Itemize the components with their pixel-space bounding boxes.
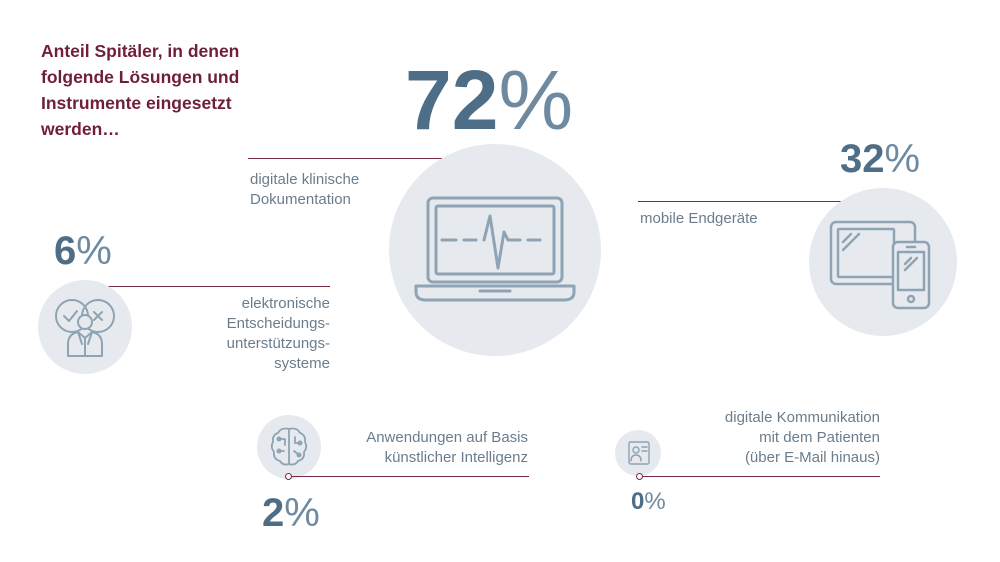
mobile-number: 32 [840,137,885,181]
communication-label: digitale Kommunikation mit dem Patienten… [660,408,880,468]
page-title: Anteil Spitäler, in denen folgende Lösun… [41,38,301,142]
communication-unit: % [644,488,666,515]
ai-connector-dot [285,473,292,480]
ai-label-line-2: künstlicher Intelligenz [384,449,528,466]
mobile-connector-line [638,201,878,202]
title-line-2: folgende Lösungen und [41,67,240,87]
decision-support-number: 6 [54,229,77,273]
mobile-label: mobile Endgeräte [640,209,758,229]
communication-value: 0% [631,490,666,514]
title-line-4: werden… [41,119,120,139]
ai-label-line-1: Anwendungen auf Basis [366,429,528,446]
tablet-phone-icon [829,220,931,310]
laptop-heartbeat-icon [414,196,576,302]
communication-label-line-3: (über E-Mail hinaus) [744,449,880,466]
mobile-icon-circle [809,188,957,336]
communication-label-line-2: mit dem Patienten [759,429,880,446]
mobile-unit: % [884,137,921,181]
documentation-unit: % [498,53,574,147]
documentation-label-line-2: Dokumentation [250,191,351,208]
title-line-3: Instrumente eingesetzt [41,93,232,113]
documentation-number: 72 [405,53,499,147]
decision-support-connector-line [90,286,330,287]
documentation-label: digitale klinische Dokumentation [250,170,359,210]
brain-circuit-icon [270,427,308,466]
documentation-connector-line [248,158,488,159]
doctor-decision-icon [55,299,115,357]
ai-connector-line [289,476,529,477]
decision-support-value: 6% [54,231,112,271]
decision-support-label-line-4: systeme [274,355,330,372]
documentation-label-line-1: digitale klinische [250,171,360,188]
ai-label: Anwendungen auf Basis künstlicher Intell… [330,428,528,468]
communication-number: 0 [631,488,645,515]
decision-support-label-line-1: elektronische [241,295,330,312]
documentation-value: 72% [405,58,573,142]
decision-support-label-line-2: Entscheidungs- [226,315,330,332]
title-line-1: Anteil Spitäler, in denen [41,41,240,61]
decision-support-label-line-3: unterstützungs- [226,335,330,352]
ai-value: 2% [262,493,320,533]
communication-connector-dot [636,473,643,480]
mobile-value: 32% [840,139,920,179]
mobile-label-line-1: mobile Endgeräte [640,210,758,227]
communication-label-line-1: digitale Kommunikation [724,409,880,426]
decision-support-unit: % [76,229,112,273]
ai-unit: % [284,491,320,535]
communication-connector-line [640,476,880,477]
patient-card-icon [628,441,650,465]
decision-support-label: elektronische Entscheidungs- unterstützu… [190,294,330,374]
ai-number: 2 [262,491,285,535]
